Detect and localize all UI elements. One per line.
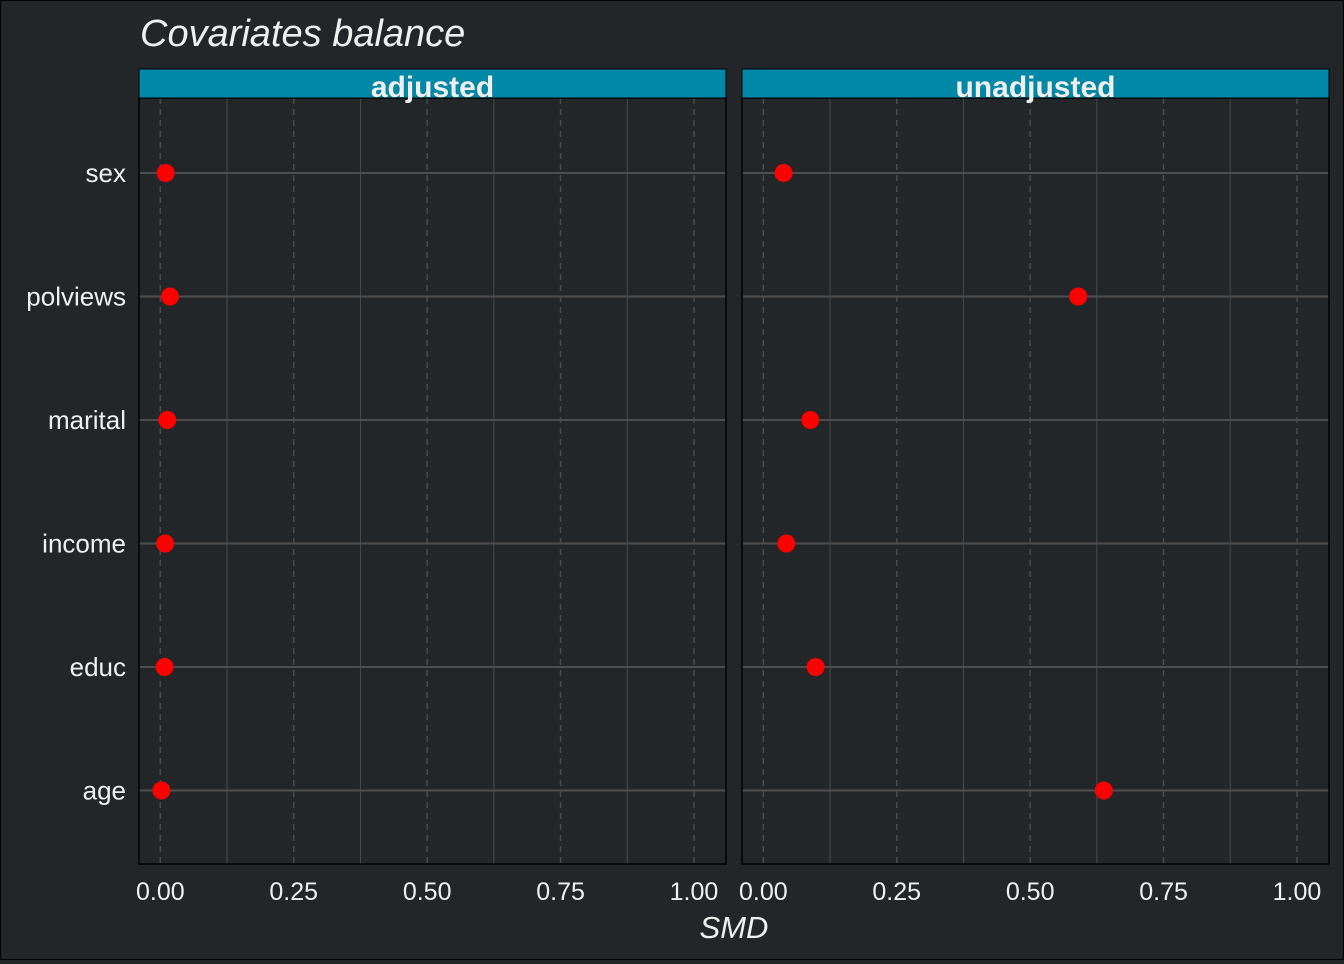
data-point-polviews — [160, 287, 179, 306]
chart-title: Covariates balance — [140, 13, 465, 55]
data-point-age — [1094, 781, 1113, 800]
y-tick-label: educ — [70, 652, 126, 682]
panel-unadjusted: unadjusted 0.00 0.25 0.50 0.75 1.00 — [739, 68, 1330, 906]
data-point-age — [152, 781, 171, 800]
data-point-sex — [774, 164, 793, 182]
data-point-educ — [155, 658, 174, 676]
x-tick-label: 1.00 — [670, 878, 719, 906]
data-point-educ — [806, 658, 825, 676]
x-tick-label: 0.75 — [536, 878, 585, 906]
x-tick-label: 0.50 — [403, 878, 452, 906]
facet-strip — [741, 68, 1330, 99]
facet-strip-label: unadjusted — [955, 71, 1115, 104]
x-tick-label: 0.00 — [739, 878, 788, 906]
data-point-marital — [801, 411, 820, 429]
data-point-sex — [156, 164, 175, 182]
x-tick-label: 0.50 — [1006, 878, 1055, 906]
facet-panels: adjusted 0.00 0.25 0.50 0.75 1.00 unadjusted 0.… — [136, 68, 1330, 906]
data-point-income — [156, 534, 175, 553]
x-tick-label: 0.00 — [136, 878, 185, 906]
data-point-marital — [158, 411, 177, 429]
y-tick-label: age — [83, 776, 126, 806]
x-axis-title: SMD — [700, 910, 769, 945]
y-tick-label: sex — [86, 158, 126, 188]
facet-strip — [138, 68, 727, 99]
y-tick-label: income — [42, 529, 126, 559]
panel-adjusted: adjusted 0.00 0.25 0.50 0.75 1.00 — [136, 68, 727, 906]
y-tick-label: marital — [48, 405, 126, 435]
x-tick-label: 1.00 — [1273, 878, 1322, 906]
y-axis-labels: sex polviews marital income educ age — [26, 158, 126, 806]
x-tick-label: 0.25 — [872, 878, 921, 906]
x-tick-label: 0.25 — [269, 878, 318, 906]
data-point-income — [777, 534, 796, 553]
facet-strip-label: adjusted — [371, 71, 494, 104]
x-tick-label: 0.75 — [1139, 878, 1188, 906]
y-tick-label: polviews — [26, 282, 126, 312]
data-point-polviews — [1069, 287, 1088, 306]
